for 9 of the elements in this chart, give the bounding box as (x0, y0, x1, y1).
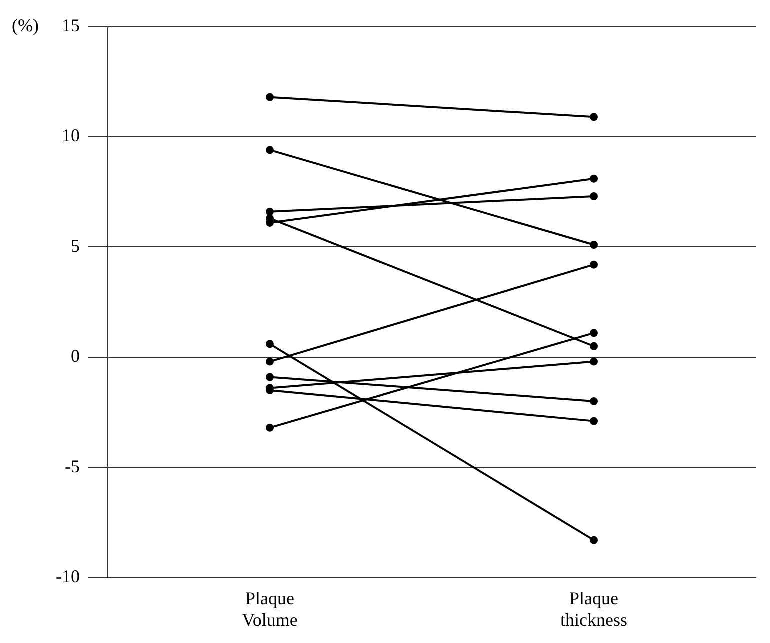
y-tick-label: 5 (70, 236, 80, 256)
y-tick-label: 15 (62, 16, 80, 36)
y-tick-label: 10 (62, 126, 80, 146)
x-tick-label: Plaque Volume (242, 588, 298, 630)
y-tick-label: 0 (70, 346, 80, 366)
y-tick-label: -5 (64, 456, 80, 476)
x-tick-label: Plaque thickness (560, 588, 628, 630)
y-axis-title: (%) (12, 16, 39, 36)
y-tick-label: -10 (56, 566, 80, 587)
